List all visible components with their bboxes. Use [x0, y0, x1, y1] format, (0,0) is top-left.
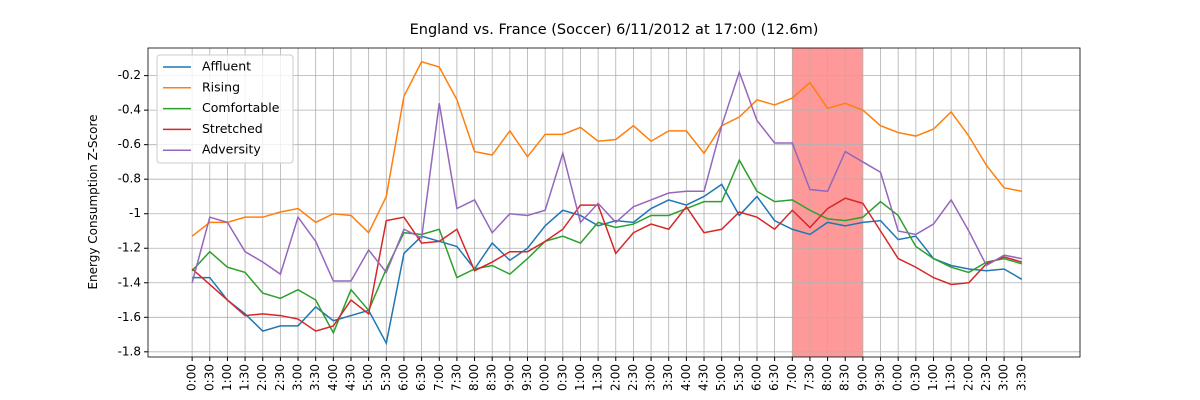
series-line [191, 60, 1022, 237]
chart-title: England vs. France (Soccer) 6/11/2012 at… [410, 22, 819, 38]
y-tick-label: -1 [129, 206, 141, 220]
series-line [192, 183, 1023, 346]
x-tick-label: 2:00 [608, 364, 622, 391]
series-line [191, 197, 1022, 332]
x-tick-label: 5:30 [379, 364, 393, 391]
x-tick-label: 6:30 [767, 364, 781, 391]
series-line [191, 69, 1022, 283]
legend-label: Rising [202, 79, 240, 94]
x-tick-label: 8:30 [838, 364, 852, 391]
y-tick-label: -0.2 [118, 68, 141, 82]
x-tick-label: 2:00 [255, 364, 269, 391]
x-tick-label: 4:30 [697, 364, 711, 391]
x-tick-label: 2:30 [979, 364, 993, 391]
x-tick-label: 0:30 [555, 364, 569, 391]
y-tick-label: -0.4 [118, 103, 141, 117]
legend-label: Stretched [202, 121, 263, 136]
y-tick-label: -1.2 [118, 241, 141, 255]
legend-label: Affluent [202, 59, 251, 74]
x-tick-label: 3:00 [644, 364, 658, 391]
x-tick-label: 0:00 [185, 364, 199, 391]
x-tick-label: 6:00 [749, 364, 763, 391]
x-tick-label: 5:00 [714, 364, 728, 391]
x-tick-label: 0:00 [891, 364, 905, 391]
x-tick-label: 1:00 [220, 364, 234, 391]
legend-label: Adversity [202, 142, 261, 157]
x-tick-label: 1:00 [926, 364, 940, 391]
x-tick-label: 9:00 [855, 364, 869, 391]
legend-box [156, 54, 294, 164]
x-tick-label: 9:30 [520, 364, 534, 391]
y-tick-label: -1.8 [118, 344, 141, 358]
x-tick-label: 8:30 [485, 364, 499, 391]
x-tick-label: 3:00 [291, 364, 305, 391]
legend-label: Comfortable [202, 100, 280, 115]
legend: Affluent Rising Comfortable Stretched Advers… [156, 54, 294, 164]
y-axis-label: Energy Consumption Z-Score [86, 114, 100, 289]
x-tick-label: 1:30 [944, 364, 958, 391]
axes-frame [147, 47, 1081, 358]
x-tick-label: 9:00 [502, 364, 516, 391]
x-tick-label: 8:00 [467, 364, 481, 391]
x-tick-label: 1:30 [591, 364, 605, 391]
y-tick-label: -0.8 [118, 172, 141, 186]
x-tick-label: 6:30 [414, 364, 428, 391]
x-tick-label: 4:00 [679, 364, 693, 391]
x-tick-label: 1:30 [238, 364, 252, 391]
x-tick-label: 7:00 [432, 364, 446, 391]
x-tick-label: 5:00 [361, 364, 375, 391]
x-tick-label: 9:30 [873, 364, 887, 391]
x-tick-label: 0:30 [202, 364, 216, 391]
y-tick-label: -1.4 [118, 275, 141, 289]
x-tick-label: 1:00 [573, 364, 587, 391]
x-tick-label: 0:00 [538, 364, 552, 391]
x-tick-label: 2:30 [626, 364, 640, 391]
x-tick-label: 0:30 [908, 364, 922, 391]
x-tick-label: 7:30 [802, 364, 816, 391]
y-tick-label: -0.6 [118, 137, 141, 151]
x-tick-label: 4:30 [343, 364, 357, 391]
x-tick-label: 3:00 [997, 364, 1011, 391]
x-tick-label: 7:00 [785, 364, 799, 391]
x-tick-label: 2:30 [273, 364, 287, 391]
x-tick-label: 2:00 [961, 364, 975, 391]
x-tick-label: 3:30 [1014, 364, 1028, 391]
x-tick-label: 8:00 [820, 364, 834, 391]
x-tick-label: 4:00 [326, 364, 340, 391]
x-tick-label: 7:30 [449, 364, 463, 391]
x-tick-label: 3:30 [308, 364, 322, 391]
y-tick-label: -1.6 [118, 310, 141, 324]
x-tick-label: 5:30 [732, 364, 746, 391]
x-tick-label: 6:00 [396, 364, 410, 391]
x-tick-label: 3:30 [661, 364, 675, 391]
